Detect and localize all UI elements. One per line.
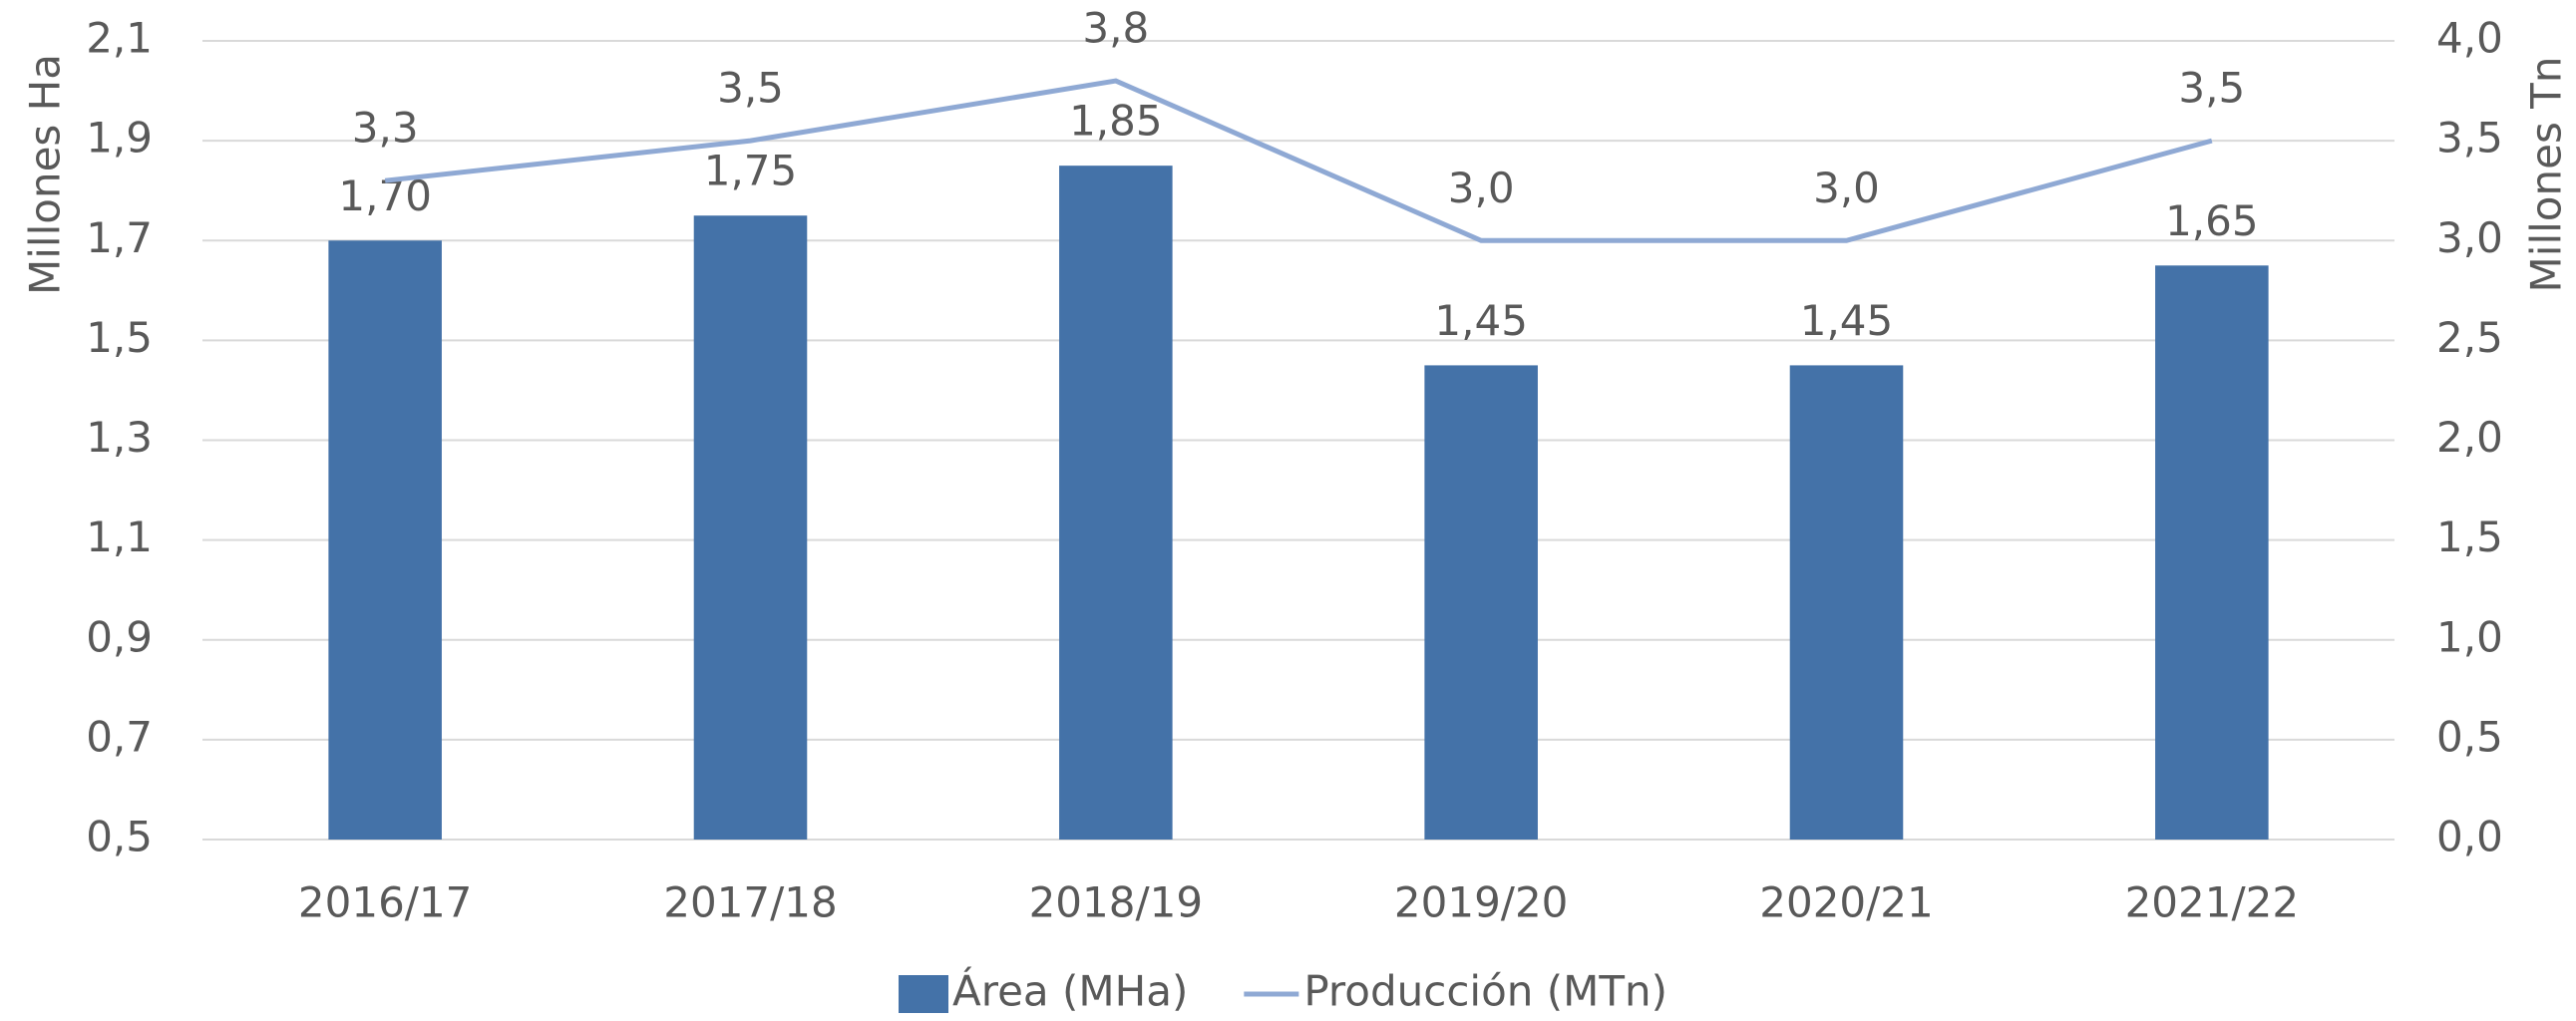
y2-tick-label: 2,5 (2436, 313, 2503, 362)
y-tick-label: 1,7 (86, 213, 153, 262)
data-label: 1,45 (1434, 296, 1528, 345)
y-tick-label: 2,1 (86, 14, 153, 63)
data-label: 3,0 (1448, 164, 1515, 212)
bar (1059, 166, 1173, 840)
x-tick-label: 2018/19 (1029, 878, 1203, 927)
legend-swatch (899, 975, 948, 1013)
y-tick-label: 1,1 (86, 512, 153, 561)
legend-label: Área (MHa) (952, 966, 1188, 1016)
data-label: 1,75 (704, 147, 798, 195)
y2-tick-label: 2,0 (2436, 413, 2503, 462)
bar (1789, 365, 1904, 840)
data-label: 3,8 (1082, 4, 1149, 53)
y-axis-title: Millones Ha (21, 54, 70, 295)
y2-tick-label: 0,5 (2436, 712, 2503, 761)
y2-tick-label: 0,0 (2436, 813, 2503, 861)
data-label: 1,45 (1800, 296, 1894, 345)
data-label: 1,85 (1069, 97, 1163, 146)
data-label: 3,5 (2178, 64, 2245, 113)
data-label: 3,5 (717, 64, 784, 113)
y-tick-label: 0,9 (86, 612, 153, 661)
bar (1424, 365, 1538, 840)
y2-tick-label: 1,5 (2436, 512, 2503, 561)
bar (693, 215, 808, 840)
y-tick-label: 0,5 (86, 813, 153, 861)
y2-tick-label: 3,5 (2436, 114, 2503, 163)
legend-label: Producción (MTn) (1303, 967, 1667, 1016)
data-label: 1,65 (2165, 196, 2259, 245)
y2-axis-title: Millones Tn (2522, 57, 2571, 293)
x-tick-label: 2017/18 (663, 878, 837, 927)
y-tick-label: 1,3 (86, 413, 153, 462)
y2-tick-label: 3,0 (2436, 213, 2503, 262)
bar (328, 240, 442, 840)
y-tick-label: 0,7 (86, 712, 153, 761)
x-tick-label: 2020/21 (1759, 878, 1933, 927)
x-tick-label: 2021/22 (2125, 878, 2299, 927)
x-tick-label: 2019/20 (1394, 878, 1568, 927)
line (384, 78, 2213, 243)
data-label: 3,0 (1813, 164, 1880, 212)
y-tick-label: 1,9 (86, 114, 153, 163)
y2-tick-label: 4,0 (2436, 14, 2503, 63)
bar (2155, 265, 2269, 840)
data-label: 3,3 (352, 104, 419, 153)
y-tick-label: 1,5 (86, 313, 153, 362)
x-tick-label: 2016/17 (298, 878, 472, 927)
y2-tick-label: 1,0 (2436, 612, 2503, 661)
